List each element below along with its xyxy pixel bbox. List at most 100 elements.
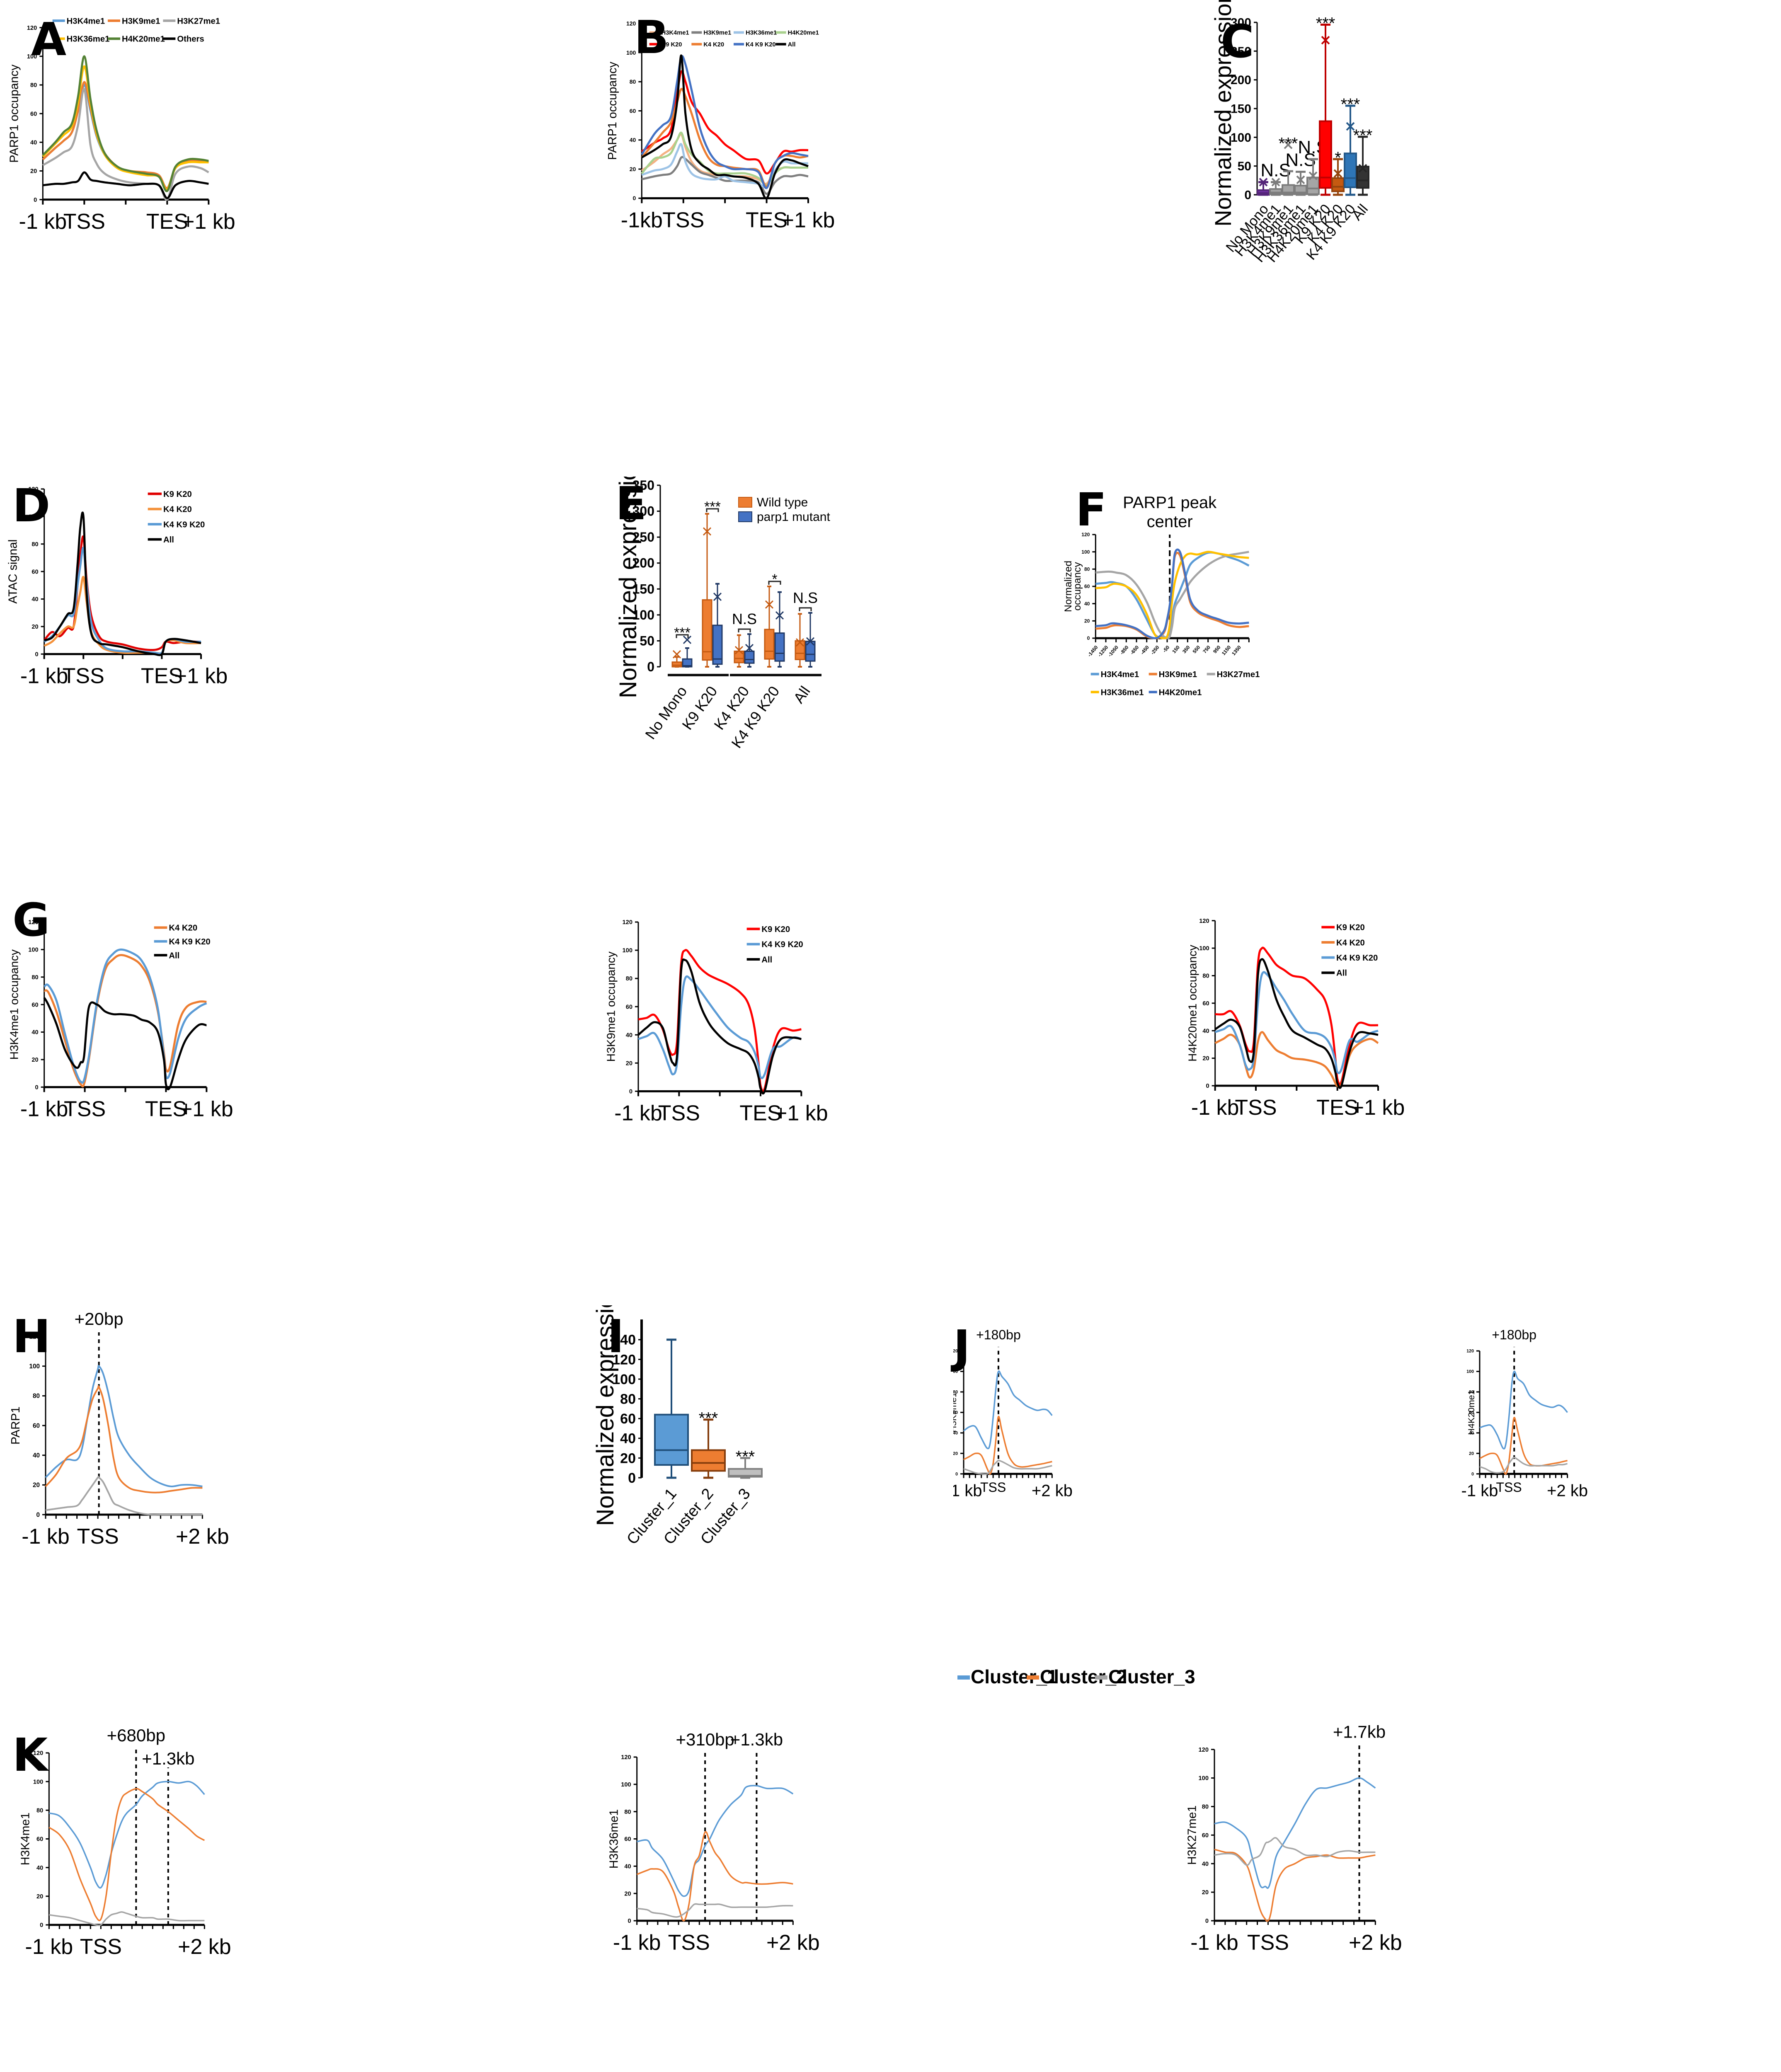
series-line-h3k9me1 [641,156,809,195]
box-iqr-wild-type [795,640,805,660]
plot-area: 0 20 40 60 80 100 120 -1 kb TSS +2 kb H3K4me1 +680b… [19,1726,231,1959]
x-tick-label: -1 kb [1461,1482,1498,1500]
legend-label-h3k36me1: H3K36me1 [1101,688,1144,697]
x-tick-label: -450 [1139,644,1150,656]
y-tick-label: 80 [33,1393,40,1400]
panel-b: 0 20 40 60 80 100 120 -1kb TSS TES +1 kb PARP1 occu… [601,0,1223,456]
y-tick-label: 0 [955,1472,958,1477]
y-axis-label: ATAC signal [6,540,19,604]
x-tick-label: -1 kb [1191,1096,1239,1120]
panel-i: 0 20 40 60 80 100 120 140 Normalized expression C… [580,1282,953,1740]
legend-label-h4k20me1: H4K20me1 [1159,688,1202,697]
y-tick-label: 40 [620,1431,636,1447]
legend-label-h4k20me1: H4K20me1 [122,35,165,44]
y-tick-label: 100 [632,608,654,622]
mean-marker [1358,164,1367,173]
significance-label: * [772,571,777,587]
y-tick-label: 20 [630,166,636,172]
reference-line-label: PARP1 peak [1123,494,1217,512]
mean-marker [745,644,754,653]
y-tick-label: 100 [1231,131,1251,145]
significance-label: *** [674,625,691,641]
y-tick-label: 120 [29,1333,40,1340]
y-tick-label: 120 [27,25,37,31]
y-tick-label: 0 [1206,1083,1209,1089]
y-tick-label: 50 [640,633,654,648]
box-iqr-wild-type [671,661,682,668]
y-tick-label: 80 [620,1392,636,1407]
legend: H3K4me1 H3K9me1 H3K27me1 H3K36me1 H4K20me1 [1090,670,1260,697]
series-line-k4-k9-k20 [1214,971,1379,1075]
mean-marker [683,635,692,644]
y-tick-label: 120 [28,486,38,493]
x-tick-label: TES [145,1097,187,1121]
y-tick-label: 100 [29,1363,40,1370]
box-iqr-wild-type [764,629,775,660]
legend-label-k9-k20: K9 K20 [761,925,790,934]
reference-line-label: +180bp [1492,1327,1536,1342]
legend-label-all: All [761,955,772,964]
y-axis-label: PARP1 occupancy [8,64,21,163]
panel-label-h: H [12,1310,51,1363]
series-line-all [43,997,207,1091]
mean-marker [703,527,712,536]
significance-label: N.S [793,589,818,606]
reference-line-label: +180bp [976,1327,1021,1342]
legend-label-wild-type: Wild type [757,496,808,509]
y-tick-label: 80 [36,1807,43,1814]
mean-marker [1346,122,1355,131]
series-line-cluster-2 [963,1416,1052,1475]
chart-f: 0 20 40 60 80 100 120 -1450-1250-1050-850-650-4… [1063,494,1260,697]
y-tick-label: 50 [1238,160,1251,173]
box-iqr [728,1468,763,1478]
panel-label-d: D [12,479,51,532]
series-line-h3k27me1 [42,88,209,201]
series-line-cluster-1 [48,1781,205,1889]
y-tick-label: 60 [1469,1410,1474,1415]
y-axis-label: Normalized expression [1210,0,1236,227]
panel-k-h3k36me1: 0 20 40 60 80 100 120 -1 kb TSS +2 kb H3K36me1 +310… [601,1720,1190,2072]
series-line-cluster-2 [48,1788,205,1922]
y-tick-label: 80 [1084,566,1090,572]
x-tick-label: -250 [1149,644,1160,656]
legend-label-k4-k9-k20: K4 K9 K20 [169,937,210,946]
significance-bracket [676,634,689,638]
legend-label-others: Others [177,35,204,44]
legend-label-h3k27me1: H3K27me1 [177,17,220,26]
series-line-h3k27me1 [1095,551,1249,639]
series-line-k4-k9-k20 [44,948,207,1084]
x-tick-label: -1050 [1107,644,1120,658]
x-tick-label: TSS [63,210,105,234]
y-tick-label: 100 [623,947,632,954]
x-tick-label: -1 kb [20,1097,68,1121]
legend-swatch-parp1-mutant [738,511,752,522]
x-tick-label: TES [1316,1096,1358,1120]
y-tick-label: 60 [624,1836,631,1843]
y-tick-label: 20 [626,1060,632,1067]
legend-label-k4-k20: K4 K20 [703,41,724,48]
legend-label-parp1-mutant: parp1 mutant [757,510,830,524]
legend-label-k4-k9-k20: K4 K9 K20 [761,940,803,949]
legend-label-h3k27me1: H3K27me1 [1217,670,1260,679]
legend-label-k4-k9-k20: K4 K9 K20 [163,520,205,529]
y-axis-label: Normalized [1063,561,1074,612]
significance-label: *** [699,1409,718,1428]
y-tick-label: 40 [1202,1861,1209,1867]
y-tick-label: 120 [1466,1349,1474,1354]
x-tick-label: +2 kb [1349,1931,1402,1955]
legend-label-k4-k20: K4 K20 [163,505,192,514]
y-tick-label: 100 [1199,1775,1209,1782]
y-tick-label: 100 [1081,549,1090,555]
y-tick-label: 60 [620,1411,636,1427]
y-tick-label: 120 [623,919,632,926]
reference-line-label: +310bp [676,1730,734,1749]
legend-label-cluster-3: Cluster_3 [1108,1666,1195,1687]
y-tick-label: 0 [628,1470,636,1486]
x-tick-label: -1kb [621,208,663,232]
panel-k-h3k27me1: 0 20 40 60 80 100 120 -1 kb TSS +2 kb H3K27me1 +1.7… [1181,1720,1781,2072]
y-tick-label: 0 [35,1084,39,1091]
